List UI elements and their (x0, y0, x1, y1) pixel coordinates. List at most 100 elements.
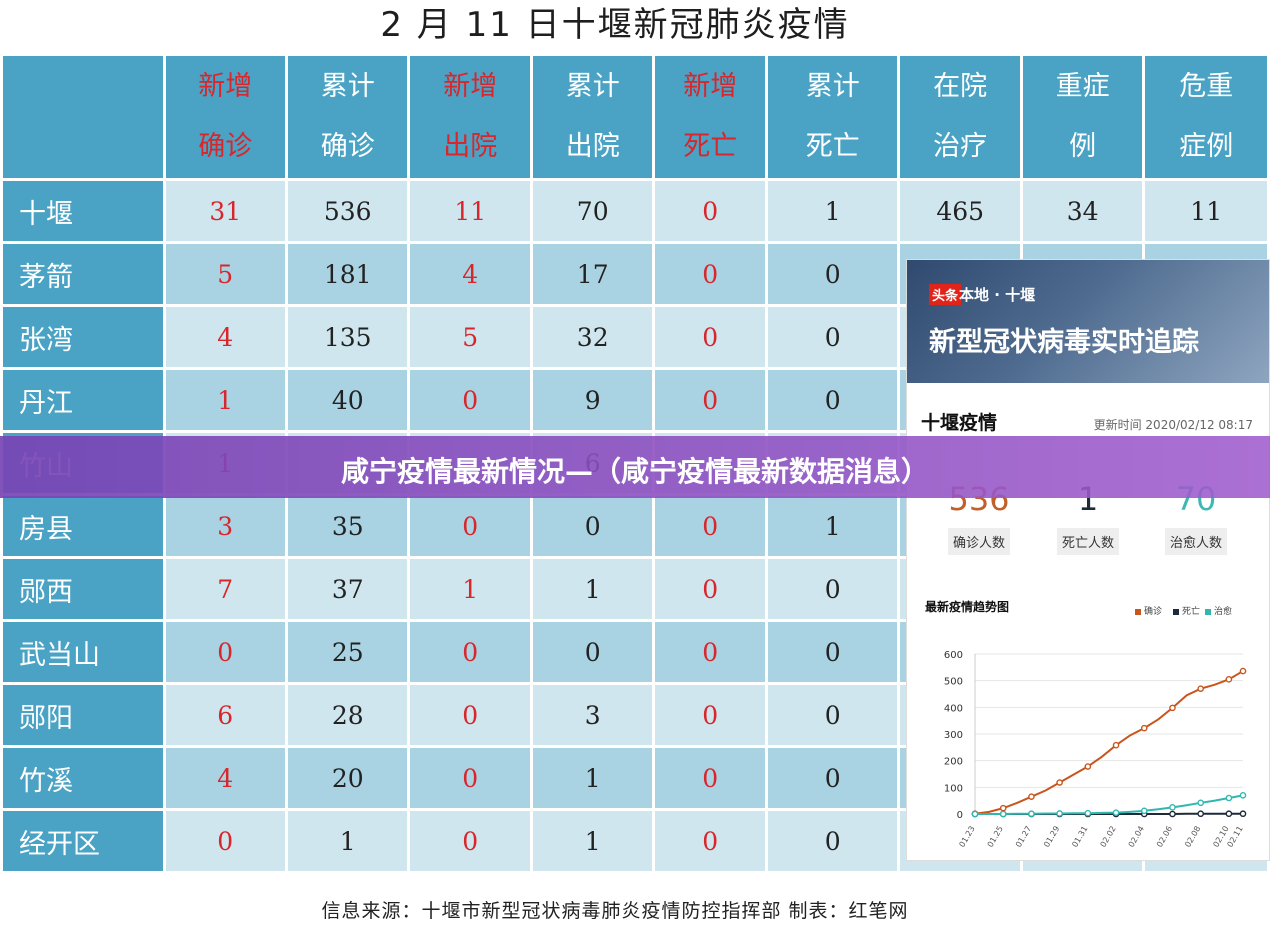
table-cell: 0 (655, 685, 766, 745)
x-tick-label: 01.31 (1070, 825, 1089, 849)
table-cell: 35 (288, 496, 408, 556)
y-tick-label: 100 (944, 783, 963, 794)
column-header: 在院 治疗 (900, 56, 1020, 178)
column-header-bottom: 出院 (443, 131, 498, 162)
card-subtitle: 十堰疫情 (921, 412, 998, 434)
series-point (1056, 779, 1063, 786)
table-cell: 0 (655, 748, 766, 808)
table-cell: 40 (288, 370, 408, 430)
update-time: 更新时间 2020/02/12 08:17 (1093, 418, 1253, 432)
table-cell: 11 (1145, 181, 1267, 241)
city-name: 郧西 (3, 559, 163, 619)
series-point (1239, 667, 1247, 675)
series-point (1239, 810, 1247, 818)
series-point (1056, 810, 1063, 817)
series-point (1197, 799, 1204, 807)
series-point (999, 810, 1007, 818)
legend-swatch (1173, 608, 1179, 615)
news-card[interactable]: 头条 本地 · 十堰 新型冠状病毒实时追踪 十堰疫情 更新时间 2020/02/… (906, 259, 1270, 861)
series-point (971, 810, 979, 818)
table-cell: 4 (410, 244, 530, 304)
table-cell: 0 (165, 622, 285, 682)
table-cell: 1 (288, 811, 408, 871)
x-tick-label: 02.08 (1183, 825, 1202, 849)
table-cell: 536 (288, 181, 408, 241)
column-header-top: 新增 (683, 71, 738, 102)
column-header-top: 重症 (1055, 71, 1110, 102)
table-cell: 0 (655, 307, 766, 367)
x-tick-label: 01.29 (1042, 825, 1061, 849)
table-cell: 1 (768, 496, 898, 556)
table-cell: 28 (288, 685, 408, 745)
series-point (1112, 809, 1120, 816)
table-cell: 0 (410, 496, 530, 556)
column-header-bottom: 症例 (1179, 131, 1234, 162)
table-cell: 1 (532, 748, 653, 808)
table-cell: 1 (768, 181, 898, 241)
table-cell: 4 (165, 748, 285, 808)
x-tick-label: 01.25 (986, 825, 1005, 849)
card-headline: 新型冠状病毒实时追踪 (929, 327, 1199, 358)
column-header-bottom: 出院 (565, 131, 620, 162)
table-cell: 3 (165, 496, 285, 556)
table-cell: 17 (532, 244, 653, 304)
series-point (1225, 676, 1233, 683)
series-point (1225, 810, 1233, 818)
column-header-bottom: 死亡 (683, 131, 738, 162)
stat-death-label: 死亡人数 (1057, 528, 1119, 555)
table-cell: 0 (532, 496, 653, 556)
series-point (1140, 807, 1148, 815)
table-cell: 0 (410, 811, 530, 871)
column-header-bottom: 确诊 (320, 131, 375, 162)
table-cell: 0 (655, 370, 766, 430)
page-title: 2 月 11 日十堰新冠肺炎疫情 (380, 5, 850, 45)
series-point (1084, 809, 1092, 817)
table-cell: 0 (768, 622, 898, 682)
table-cell: 1 (532, 811, 653, 871)
series-point (999, 804, 1007, 812)
table-cell: 9 (532, 370, 653, 430)
y-tick-label: 300 (944, 730, 963, 741)
city-name: 武当山 (3, 622, 163, 682)
table-cell: 1 (410, 559, 530, 619)
table-cell: 1 (532, 559, 653, 619)
legend-swatch (1205, 608, 1211, 615)
x-tick-label: 02.04 (1127, 825, 1146, 849)
table-cell: 34 (1022, 181, 1143, 241)
y-tick-label: 0 (957, 810, 963, 821)
table-cell: 11 (410, 181, 530, 241)
series-point (1028, 793, 1035, 800)
table-cell: 1 (165, 370, 285, 430)
table-cell: 6 (165, 685, 285, 745)
table-row: 十堰 31 536 11 70 0 1 465 34 11 (3, 181, 1267, 241)
legend-confirmed: 确诊 (1135, 604, 1162, 617)
card-header-image: 头条 本地 · 十堰 新型冠状病毒实时追踪 (907, 260, 1269, 383)
table-cell: 0 (655, 622, 766, 682)
table-cell: 0 (532, 622, 653, 682)
table-cell: 25 (288, 622, 408, 682)
table-cell: 0 (410, 370, 530, 430)
table-cell: 0 (410, 685, 530, 745)
series-line (974, 670, 1244, 815)
trend-chart: 0 100 200 300 400 500 600 01.23 01.25 01.27 01.29 0… (944, 650, 1247, 849)
table-cell: 4 (165, 307, 285, 367)
table-cell: 5 (165, 244, 285, 304)
table-cell: 37 (288, 559, 408, 619)
x-tick-label: 02.02 (1099, 825, 1118, 849)
app-logo: 头条 (929, 284, 962, 305)
table-cell: 0 (655, 811, 766, 871)
table-cell: 32 (532, 307, 653, 367)
table-cell: 181 (288, 244, 408, 304)
banner-text[interactable]: 咸宁疫情最新情况—（咸宁疫情最新数据消息） (340, 455, 929, 488)
city-name: 张湾 (3, 307, 163, 367)
column-header-top: 在院 (933, 71, 988, 102)
table-cell: 20 (288, 748, 408, 808)
table-cell: 0 (768, 811, 898, 871)
column-header: 新增 死亡 (655, 56, 766, 178)
series-point (1169, 810, 1176, 818)
x-tick-label: 01.27 (1014, 825, 1033, 849)
overlay-banner[interactable]: 咸宁疫情最新情况—（咸宁疫情最新数据消息） (0, 436, 1270, 498)
city-name: 房县 (3, 496, 163, 556)
header-corner (3, 56, 163, 178)
table-cell: 0 (410, 748, 530, 808)
